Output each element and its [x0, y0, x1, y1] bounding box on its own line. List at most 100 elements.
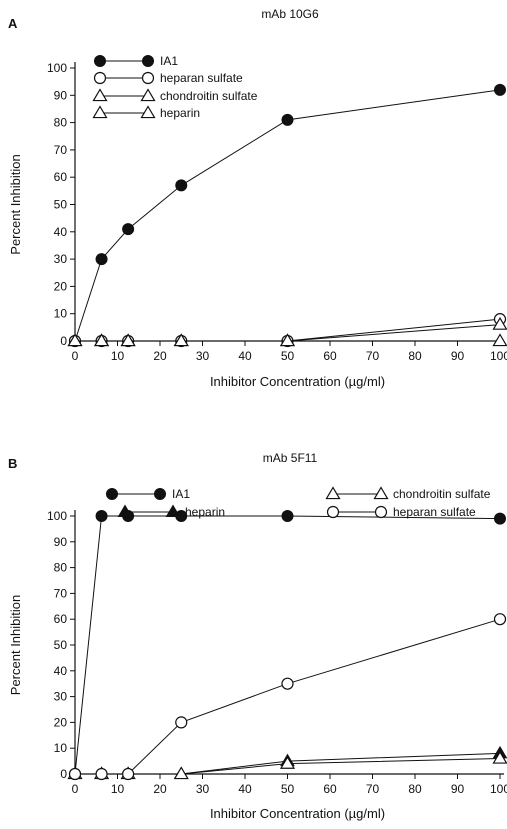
- x-tick-label: 40: [238, 349, 252, 363]
- legend-marker: [142, 55, 154, 67]
- legend-marker: [154, 488, 166, 500]
- legend-marker: [373, 486, 389, 500]
- data-point-chondroitin-sulfate: [173, 766, 189, 780]
- legend-marker: [374, 505, 388, 519]
- y-tick-label: 50: [54, 198, 68, 212]
- x-tick-label: 0: [72, 782, 79, 796]
- x-tick-label: 70: [366, 782, 380, 796]
- y-tick-label: 30: [54, 252, 68, 266]
- chart-title: mAb 10G6: [261, 7, 319, 21]
- x-tick-label: 0: [72, 349, 79, 363]
- legend-marker: [106, 488, 118, 500]
- legend-item-heparin: heparin: [117, 504, 225, 519]
- series-line-ia1: [74, 89, 501, 342]
- x-tick-label: 80: [408, 349, 422, 363]
- data-point-heparin: [173, 333, 189, 347]
- y-tick-label: 100: [47, 509, 67, 523]
- y-axis-label: Percent Inhibition: [8, 154, 23, 254]
- x-tick-label: 10: [111, 782, 125, 796]
- data-point-ia1: [95, 510, 108, 522]
- x-axis-label: Inhibitor Concentration (µg/ml): [210, 374, 385, 389]
- data-point-ia1: [95, 253, 108, 266]
- data-point-heparan-sulfate: [281, 677, 294, 690]
- data-point-heparan-sulfate: [175, 716, 188, 729]
- y-tick-label: 40: [54, 225, 68, 239]
- x-tick-label: 90: [451, 349, 465, 363]
- data-point-heparin: [279, 333, 296, 347]
- data-point-heparan-sulfate: [493, 613, 507, 626]
- y-tick-label: 60: [54, 612, 68, 626]
- series-ia1: [69, 510, 506, 780]
- y-tick-label: 20: [54, 279, 68, 293]
- x-tick-label: 30: [196, 782, 210, 796]
- legend-label: heparan sulfate: [160, 71, 243, 85]
- series-heparin: [67, 333, 507, 347]
- legend-marker: [140, 88, 156, 102]
- y-tick-label: 0: [60, 767, 67, 781]
- x-tick-label: 70: [366, 349, 380, 363]
- x-tick-label: 60: [323, 782, 337, 796]
- x-tick-label: 50: [281, 782, 295, 796]
- x-axis-label: Inhibitor Concentration (µg/ml): [210, 806, 385, 821]
- x-tick-label: 90: [451, 782, 465, 796]
- y-tick-label: 70: [54, 586, 68, 600]
- x-tick-label: 50: [281, 349, 295, 363]
- y-tick-label: 20: [54, 715, 68, 729]
- y-tick-label: 100: [47, 61, 67, 75]
- y-tick-label: 10: [54, 741, 68, 755]
- legend-item-ia1: IA1: [106, 487, 190, 501]
- legend-label: IA1: [172, 487, 190, 501]
- x-tick-label: 100: [490, 349, 507, 363]
- chart-title: mAb 5F11: [263, 451, 318, 465]
- data-point-ia1: [175, 179, 188, 192]
- series-ia1: [69, 83, 506, 347]
- legend-label: chondroitin sulfate: [393, 487, 491, 501]
- x-tick-label: 60: [323, 349, 337, 363]
- y-tick-label: 80: [54, 561, 68, 575]
- data-point-chondroitin-sulfate: [492, 316, 507, 330]
- y-tick-label: 10: [54, 307, 68, 321]
- legend: IA1 heparan sulfate chondroitin sulfate hep…: [92, 54, 258, 120]
- legend-item-heparin: heparin: [92, 105, 200, 120]
- legend-label: heparin: [160, 106, 200, 120]
- y-axis-label: Percent Inhibition: [8, 595, 23, 695]
- y-tick-label: 30: [54, 690, 68, 704]
- data-point-ia1: [494, 83, 506, 96]
- x-tick-label: 100: [490, 782, 507, 796]
- legend-marker: [140, 105, 156, 119]
- legend-item-heparan-sulfate: heparan sulfate: [326, 505, 476, 519]
- x-tick-label: 30: [196, 349, 210, 363]
- legend-marker: [93, 71, 107, 85]
- legend-marker: [117, 504, 133, 518]
- series-heparan-sulfate: [68, 613, 507, 781]
- legend-marker: [92, 88, 108, 102]
- y-tick-label: 0: [60, 334, 67, 348]
- data-point-heparan-sulfate: [95, 767, 108, 781]
- y-tick-label: 80: [54, 116, 68, 130]
- data-point-heparin: [492, 333, 507, 347]
- series-line-ia1: [74, 515, 501, 775]
- panel-letter: B: [8, 456, 17, 471]
- legend-item-ia1: IA1: [94, 54, 178, 68]
- data-point-heparin: [67, 333, 83, 347]
- data-point-ia1: [281, 113, 294, 126]
- legend-label: heparan sulfate: [393, 505, 476, 519]
- y-tick-label: 50: [54, 638, 68, 652]
- legend-marker: [325, 486, 341, 500]
- legend-marker: [94, 55, 106, 67]
- y-tick-label: 60: [54, 170, 68, 184]
- series-line-heparan-sulfate: [75, 618, 501, 775]
- x-tick-label: 20: [153, 349, 167, 363]
- data-point-ia1: [122, 223, 135, 236]
- legend-marker: [92, 105, 108, 119]
- legend-marker: [326, 505, 340, 519]
- x-tick-label: 40: [238, 782, 252, 796]
- x-tick-label: 10: [111, 349, 125, 363]
- legend-label: chondroitin sulfate: [160, 89, 258, 103]
- data-point-heparin: [120, 333, 136, 347]
- legend: IA1 heparin chondroitin sulfate heparan sul…: [106, 486, 491, 519]
- x-tick-label: 80: [408, 782, 422, 796]
